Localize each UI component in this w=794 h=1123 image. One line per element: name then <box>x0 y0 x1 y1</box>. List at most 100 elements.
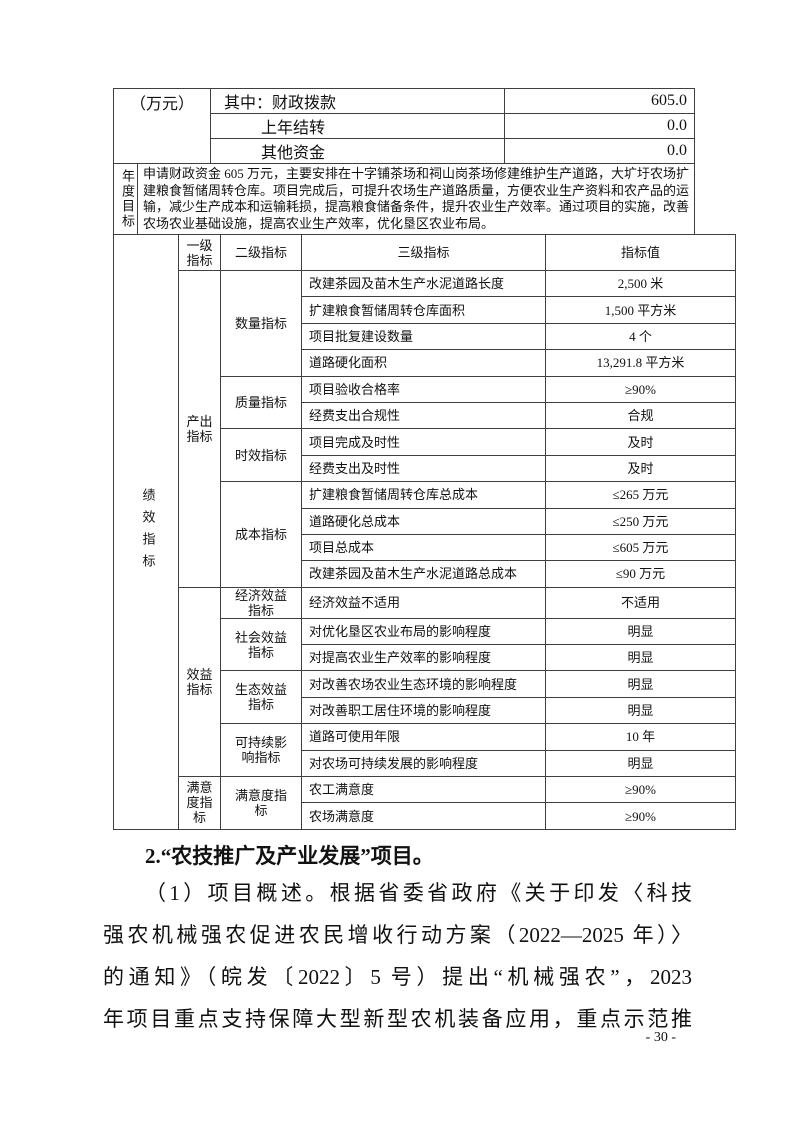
indicator-row: 项目总成本 ≤605 万元 <box>114 533 736 562</box>
paragraph-line: （1）项目概述。根据省委省政府《关于印发〈科技 <box>145 881 692 905</box>
header-level2: 二级指标 <box>220 234 302 271</box>
value-cell: ≥90% <box>545 776 736 804</box>
indicator-cell: 对改善职工居住环境的影响程度 <box>301 696 546 725</box>
section-heading: 2.“农技推广及产业发展”项目。 <box>145 844 434 868</box>
level1-cell: 产出指标 <box>178 270 221 588</box>
value-cell: 明显 <box>545 617 736 646</box>
value-cell: 1,500 平方米 <box>545 296 736 324</box>
funding-label: 其他资金 <box>210 138 505 164</box>
perf-side-label: 绩效指标 <box>113 234 179 830</box>
funding-value: 0.0 <box>504 113 695 139</box>
indicator-row: 改建茶园及苗木生产水泥道路总成本 ≤90 万元 <box>114 560 736 588</box>
value-cell: 合规 <box>545 401 736 430</box>
indicator-cell: 经费支出及时性 <box>301 454 546 483</box>
value-cell: ≥90% <box>545 375 736 403</box>
value-cell: 明显 <box>545 696 736 725</box>
indicator-row: 扩建粮食暂储周转仓库面积 1,500 平方米 <box>114 296 736 324</box>
indicator-row: 质量指标 项目验收合格率 ≥90% <box>114 375 736 430</box>
indicator-cell: 项目批复建设数量 <box>301 322 546 351</box>
indicator-row: 时效指标 项目完成及时性 及时 <box>114 428 736 483</box>
value-cell: 明显 <box>545 749 736 778</box>
level1-cell: 满意度指标 <box>178 776 221 830</box>
indicator-row: 成本指标 扩建粮食暂储周转仓库总成本 ≤265 万元 <box>114 481 736 588</box>
header-level1: 一级指标 <box>178 234 221 271</box>
value-cell: ≥90% <box>545 802 736 830</box>
indicator-row: 项目批复建设数量 4 个 <box>114 322 736 351</box>
indicator-cell: 对提高农业生产效率的影响程度 <box>301 644 546 672</box>
value-cell: ≤90 万元 <box>545 560 736 588</box>
indicator-cell: 经费支出合规性 <box>301 401 546 430</box>
indicator-row: 对提高农业生产效率的影响程度 明显 <box>114 644 736 672</box>
indicator-cell: 道路硬化面积 <box>301 349 546 377</box>
indicator-row: 道路硬化总成本 ≤250 万元 <box>114 507 736 535</box>
funding-row: 上年结转 0.0 <box>114 113 695 139</box>
indicator-row: 产出指标 数量指标 改建茶园及苗木生产水泥道路长度 2,500 米 <box>114 269 736 588</box>
value-cell: 及时 <box>545 454 736 483</box>
indicator-row: 农场满意度 ≥90% <box>114 802 736 830</box>
funding-value: 605.0 <box>504 88 695 114</box>
funding-unit-label: （万元） <box>113 88 211 164</box>
paragraph-line: 强农机械强农促进农民增收行动方案（2022—2025 年）〉 <box>103 923 692 947</box>
header-value: 指标值 <box>545 234 736 271</box>
indicator-cell: 农工满意度 <box>301 776 546 804</box>
indicator-cell: 道路硬化总成本 <box>301 507 546 535</box>
level2-cell: 社会效益指标 <box>220 617 302 672</box>
level2-cell: 数量指标 <box>220 270 302 377</box>
header-level3: 三级指标 <box>301 234 546 271</box>
funding-value: 0.0 <box>504 138 695 164</box>
funding-row: 其他资金 0.0 <box>114 138 695 164</box>
value-cell: 2,500 米 <box>545 269 736 298</box>
annual-goal-text: 申请财政资金 605 万元，主要安排在十字铺茶场和祠山岗茶场修建维护生产道路，大… <box>137 163 695 235</box>
indicator-cell: 项目总成本 <box>301 533 546 562</box>
value-cell: 及时 <box>545 428 736 456</box>
indicator-cell: 改建茶园及苗木生产水泥道路长度 <box>301 269 546 298</box>
value-cell: 13,291.8 平方米 <box>545 349 736 377</box>
funding-table: （万元） 其中：财政拨款 605.0 上年结转 0.0 其他资金 0.0 <box>113 88 695 164</box>
funding-label: 上年结转 <box>210 113 505 139</box>
indicator-row: 对改善职工居住环境的影响程度 明显 <box>114 696 736 725</box>
indicator-cell: 扩建粮食暂储周转仓库总成本 <box>301 481 546 509</box>
indicator-cell: 项目验收合格率 <box>301 375 546 403</box>
performance-indicator-table: 绩效指标 一级指标 二级指标 三级指标 指标值 产出指标 数量指标 改建茶园及苗… <box>113 234 736 830</box>
value-cell: 不适用 <box>545 586 736 619</box>
indicator-row: 道路硬化面积 13,291.8 平方米 <box>114 349 736 377</box>
value-cell: ≤265 万元 <box>545 481 736 509</box>
indicator-cell: 经济效益不适用 <box>301 586 546 619</box>
value-cell: 4 个 <box>545 322 736 351</box>
indicator-cell: 对改善农场农业生态环境的影响程度 <box>301 670 546 698</box>
level1-cell: 效益指标 <box>178 586 221 778</box>
annual-goal-row: 年度目标 申请财政资金 605 万元，主要安排在十字铺茶场和祠山岗茶场修建维护生… <box>113 163 695 235</box>
indicator-cell: 对农场可持续发展的影响程度 <box>301 749 546 778</box>
indicator-cell: 农场满意度 <box>301 802 546 830</box>
perf-header-row: 绩效指标 一级指标 二级指标 三级指标 指标值 <box>113 234 736 830</box>
value-cell: 10 年 <box>545 723 736 751</box>
indicator-cell: 改建茶园及苗木生产水泥道路总成本 <box>301 560 546 588</box>
level2-cell: 时效指标 <box>220 428 302 483</box>
value-cell: 明显 <box>545 644 736 672</box>
indicator-row: 生态效益指标 对改善农场农业生态环境的影响程度 明显 <box>114 670 736 725</box>
funding-row: （万元） 其中：财政拨款 605.0 <box>113 88 695 164</box>
funding-label: 其中：财政拨款 <box>210 88 505 114</box>
indicator-cell: 道路可使用年限 <box>301 723 546 751</box>
value-cell: 明显 <box>545 670 736 698</box>
annual-goal-label: 年度目标 <box>113 163 138 235</box>
indicator-row: 满意度指标 满意度指标 农工满意度 ≥90% <box>114 776 736 830</box>
level2-cell: 生态效益指标 <box>220 670 302 725</box>
indicator-cell: 项目完成及时性 <box>301 428 546 456</box>
page-number: - 30 - <box>645 1030 676 1045</box>
indicator-row: 对农场可持续发展的影响程度 明显 <box>114 749 736 778</box>
body-section: 2.“农技推广及产业发展”项目。 （1）项目概述。根据省委省政府《关于印发〈科技… <box>103 842 692 1040</box>
indicator-cell: 对优化垦区农业布局的影响程度 <box>301 617 546 646</box>
level2-cell: 可持续影响指标 <box>220 723 302 778</box>
indicator-row: 效益指标 经济效益指标 经济效益不适用 不适用 <box>114 586 736 778</box>
level2-cell: 质量指标 <box>220 375 302 430</box>
paragraph-line: 的通知》（皖发〔2022〕5 号）提出“机械强农”，2023 <box>103 965 692 989</box>
value-cell: ≤250 万元 <box>545 507 736 535</box>
indicator-row: 社会效益指标 对优化垦区农业布局的影响程度 明显 <box>114 617 736 672</box>
level2-cell: 满意度指标 <box>220 776 302 830</box>
indicator-row: 经费支出合规性 合规 <box>114 401 736 430</box>
indicator-cell: 扩建粮食暂储周转仓库面积 <box>301 296 546 324</box>
project-table: （万元） 其中：财政拨款 605.0 上年结转 0.0 其他资金 0.0 年度目… <box>113 88 736 830</box>
level2-cell: 经济效益指标 <box>220 586 302 619</box>
